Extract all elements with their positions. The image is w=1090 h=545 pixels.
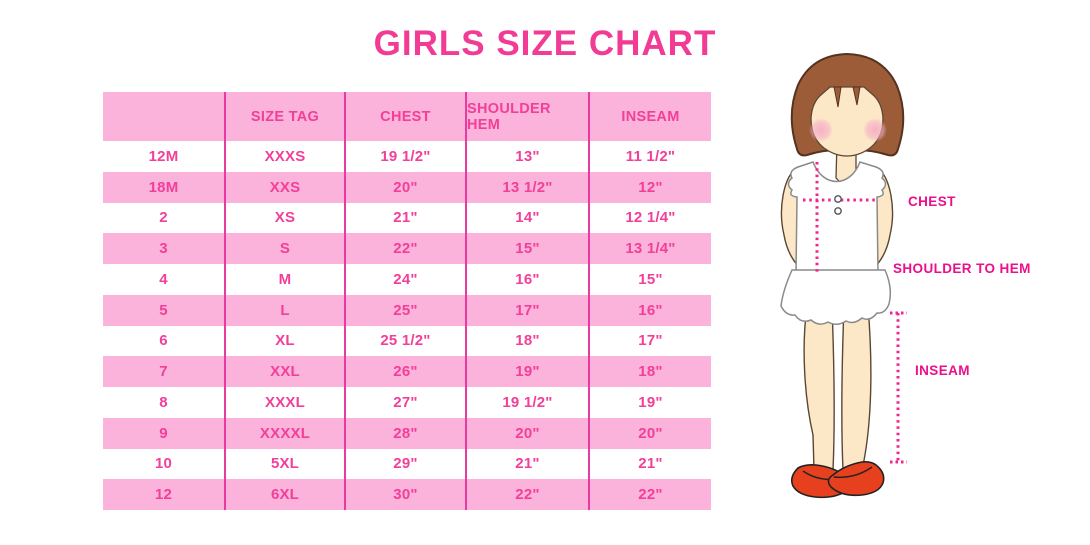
table-cell: 3 bbox=[103, 233, 226, 264]
chest-label: CHEST bbox=[908, 194, 956, 209]
table-row: 3 S 22" 15" 13 1/4" bbox=[103, 233, 711, 264]
table-cell: 19" bbox=[467, 356, 590, 387]
table-cell: XXL bbox=[226, 356, 346, 387]
table-cell: 15" bbox=[638, 270, 663, 288]
table-cell: 2 bbox=[103, 202, 226, 234]
table-row: 5 L 25" 17" 16" bbox=[103, 294, 711, 326]
table-cell: XXXL bbox=[226, 387, 346, 418]
table-row: 10 5XL 29" 21" 21" bbox=[103, 448, 711, 480]
cheek-blush bbox=[809, 118, 887, 142]
table-row: 12M XXXS 19 1/2" 13" 11 1/2" bbox=[103, 141, 711, 172]
size-chart-table: SIZE TAG CHEST SHOULDER HEM INSEAM 12M XX… bbox=[103, 92, 711, 510]
table-cell: 13" bbox=[467, 141, 590, 172]
table-row: 12 6XL 30" 22" 22" bbox=[103, 479, 711, 510]
table-cell: 19 1/2" bbox=[467, 387, 590, 418]
table-cell: S bbox=[226, 233, 346, 264]
table-cell: XXXS bbox=[226, 141, 346, 172]
table-row: 7 XXL 26" 19" 18" bbox=[103, 356, 711, 387]
shoes bbox=[791, 461, 885, 499]
table-cell: 17" bbox=[467, 294, 590, 326]
right-shoe bbox=[827, 461, 885, 497]
table-cell: 5XL bbox=[226, 448, 346, 480]
table-cell: 25 1/2" bbox=[346, 325, 467, 357]
header-cell-chest: CHEST bbox=[346, 92, 467, 141]
table-cell: 19 1/2" bbox=[346, 141, 467, 172]
table-cell: 13 1/2" bbox=[467, 171, 590, 203]
table-cell: 12 1/4" bbox=[625, 209, 676, 227]
table-cell: 11 1/2" bbox=[625, 147, 676, 165]
table-cell: 6XL bbox=[226, 479, 346, 510]
header-cell-blank bbox=[103, 92, 226, 141]
table-cell: 27" bbox=[346, 387, 467, 418]
table-cell: 4 bbox=[103, 264, 226, 295]
table-cell: 26" bbox=[346, 356, 467, 387]
blouse-buttons bbox=[834, 195, 842, 215]
header-cell-shoulder-hem: SHOULDER HEM bbox=[467, 92, 590, 141]
skirt bbox=[780, 269, 892, 325]
table-row: 9 XXXXL 28" 20" 20" bbox=[103, 417, 711, 449]
table-cell: 13 1/4" bbox=[625, 240, 676, 258]
table-cell: L bbox=[226, 294, 346, 326]
table-cell: 19" bbox=[638, 393, 663, 411]
table-cell: 21" bbox=[467, 448, 590, 480]
page-title: GIRLS SIZE CHART bbox=[373, 24, 717, 63]
table-cell: 18" bbox=[638, 363, 663, 381]
girl-illustration: CHEST SHOULDER TO HEM INSEAM bbox=[750, 30, 1090, 545]
table-cell: 16" bbox=[638, 301, 663, 319]
table-cell: XS bbox=[226, 202, 346, 234]
table-cell: 18M bbox=[103, 171, 226, 203]
table-cell: 20" bbox=[346, 171, 467, 203]
table-cell: 14" bbox=[467, 202, 590, 234]
table-cell: 22" bbox=[467, 479, 590, 510]
table-cell: 7 bbox=[103, 356, 226, 387]
legs bbox=[803, 305, 872, 471]
shoulder-to-hem-label: SHOULDER TO HEM bbox=[893, 261, 1031, 276]
table-cell: 15" bbox=[467, 233, 590, 264]
table-cell: 24" bbox=[346, 264, 467, 295]
table-cell: 20" bbox=[638, 424, 663, 442]
table-cell: 9 bbox=[103, 417, 226, 449]
table-cell: XXXXL bbox=[226, 417, 346, 449]
table-cell: 5 bbox=[103, 294, 226, 326]
table-cell: 28" bbox=[346, 417, 467, 449]
table-cell: 8 bbox=[103, 387, 226, 418]
table-cell: 6 bbox=[103, 325, 226, 357]
table-cell: 18" bbox=[467, 325, 590, 357]
table-cell: 20" bbox=[467, 417, 590, 449]
table-row: 6 XL 25 1/2" 18" 17" bbox=[103, 325, 711, 357]
table-row: 8 XXXL 27" 19 1/2" 19" bbox=[103, 387, 711, 418]
table-cell: 22" bbox=[346, 233, 467, 264]
header-cell-inseam: INSEAM bbox=[621, 108, 680, 125]
table-cell: 16" bbox=[467, 264, 590, 295]
table-cell: 21" bbox=[638, 455, 663, 473]
blouse bbox=[787, 161, 887, 274]
table-cell: M bbox=[226, 264, 346, 295]
table-cell: 22" bbox=[638, 486, 663, 504]
table-header-row: SIZE TAG CHEST SHOULDER HEM INSEAM bbox=[103, 92, 711, 141]
table-row: 2 XS 21" 14" 12 1/4" bbox=[103, 202, 711, 234]
table-cell: 12" bbox=[638, 178, 663, 196]
table-cell: XXS bbox=[226, 171, 346, 203]
header-cell-size-tag: SIZE TAG bbox=[226, 92, 346, 141]
table-cell: 29" bbox=[346, 448, 467, 480]
table-cell: XL bbox=[226, 325, 346, 357]
table-body: 12M XXXS 19 1/2" 13" 11 1/2" 18M XXS 20" 13 1/2"… bbox=[103, 141, 711, 510]
table-cell: 12 bbox=[103, 479, 226, 510]
inseam-label: INSEAM bbox=[915, 363, 970, 378]
table-row: 18M XXS 20" 13 1/2" 12" bbox=[103, 171, 711, 203]
table-cell: 25" bbox=[346, 294, 467, 326]
table-row: 4 M 24" 16" 15" bbox=[103, 264, 711, 295]
table-cell: 17" bbox=[638, 332, 663, 350]
table-cell: 10 bbox=[103, 448, 226, 480]
table-cell: 21" bbox=[346, 202, 467, 234]
table-cell: 30" bbox=[346, 479, 467, 510]
table-cell: 12M bbox=[103, 141, 226, 172]
bangs-strands bbox=[833, 86, 861, 108]
